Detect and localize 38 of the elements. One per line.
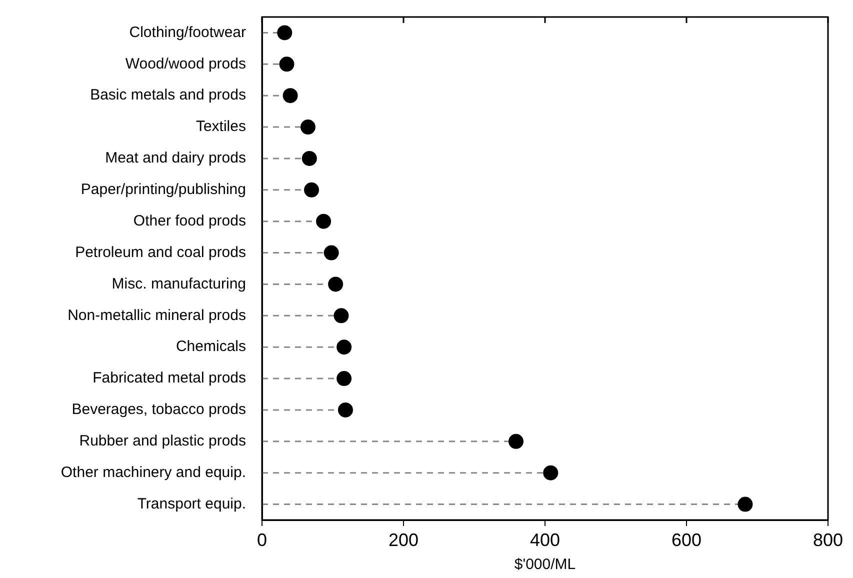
y-tick-label: Misc. manufacturing [112, 275, 246, 292]
y-tick-label: Other food prods [133, 212, 246, 230]
point [324, 245, 339, 260]
y-tick-label: Transport equip. [137, 495, 246, 512]
point [300, 120, 316, 135]
point [336, 340, 352, 355]
point [302, 150, 317, 166]
y-tick-label: Chemicals [176, 338, 246, 356]
point [328, 276, 344, 292]
y-tick-label: Basic metals and prods [90, 86, 246, 104]
point [334, 308, 349, 324]
y-tick-label: Clothing/footwear [129, 24, 246, 41]
point [304, 182, 320, 198]
point [279, 56, 294, 72]
y-tick-label: Fabricated metal prods [92, 370, 246, 387]
x-tick-label: 800 [812, 530, 844, 550]
point [738, 496, 753, 512]
y-tick-label: Beverages, tobacco prods [72, 401, 246, 418]
y-tick-label: Other machinery and equip. [60, 464, 246, 481]
x-axis-title: $'000/ML [514, 556, 576, 574]
point [316, 214, 332, 229]
y-tick-label: Textiles [196, 118, 246, 136]
y-tick-label: Paper/printing/publishing [80, 181, 246, 198]
point [543, 465, 558, 480]
x-tick-label: 200 [388, 530, 419, 550]
x-tick-label: 600 [671, 530, 702, 550]
y-tick-label: Wood/wood prods [125, 55, 246, 72]
x-tick-label: 400 [530, 530, 560, 550]
y-tick-label: Meat and dairy prods [105, 150, 246, 167]
point [336, 371, 352, 386]
y-tick-label: Petroleum and coal prods [75, 244, 246, 261]
y-tick-label: Rubber and plastic prods [79, 432, 246, 450]
y-tick-label: Non-metallic mineral prods [68, 306, 246, 324]
point [338, 402, 353, 418]
point [277, 25, 292, 40]
point [508, 434, 524, 449]
point [282, 88, 298, 104]
x-tick-label: 0 [256, 530, 268, 550]
